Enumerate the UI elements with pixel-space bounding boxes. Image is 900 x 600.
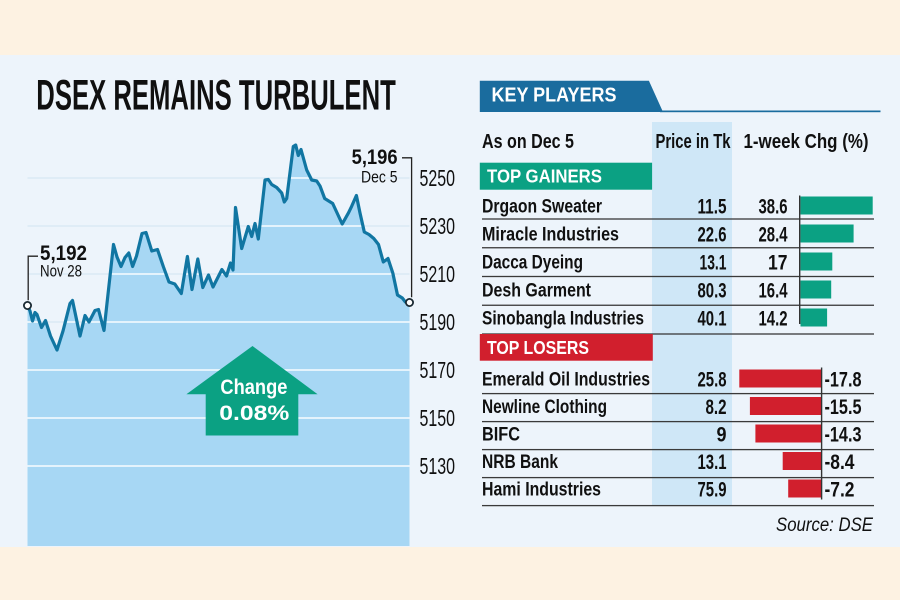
svg-text:KEY PLAYERS: KEY PLAYERS [492,85,617,107]
svg-text:16.4: 16.4 [759,278,788,302]
svg-text:14.2: 14.2 [759,306,788,330]
svg-text:0.08%: 0.08% [219,402,289,425]
svg-text:80.3: 80.3 [698,278,727,302]
svg-text:DSEX REMAINS TURBULENT: DSEX REMAINS TURBULENT [36,73,396,120]
svg-text:Miracle Industries: Miracle Industries [482,224,619,246]
svg-text:28.4: 28.4 [759,222,788,246]
svg-text:Price in Tk: Price in Tk [656,131,732,153]
svg-text:1-week Chg (%): 1-week Chg (%) [744,131,869,153]
svg-text:40.1: 40.1 [698,306,727,330]
svg-text:Change: Change [220,376,287,399]
svg-text:Dacca Dyeing: Dacca Dyeing [482,252,583,274]
svg-text:8.2: 8.2 [706,395,727,419]
svg-text:NRB Bank: NRB Bank [482,451,558,473]
svg-text:5170: 5170 [420,357,456,383]
svg-text:-15.5: -15.5 [825,395,862,419]
svg-text:38.6: 38.6 [759,194,788,218]
svg-text:5210: 5210 [420,261,456,287]
svg-text:Drgaon Sweater: Drgaon Sweater [482,196,602,218]
svg-text:5190: 5190 [420,309,456,335]
svg-text:-8.4: -8.4 [825,450,855,474]
svg-text:BIFC: BIFC [482,424,520,446]
svg-text:Newline Clothing: Newline Clothing [482,396,607,418]
svg-text:TOP LOSERS: TOP LOSERS [487,338,589,358]
svg-text:5,192: 5,192 [40,242,87,265]
svg-text:-14.3: -14.3 [825,422,862,446]
svg-text:Sinobangla Industries: Sinobangla Industries [482,308,644,330]
svg-text:5230: 5230 [420,213,456,239]
svg-text:5250: 5250 [420,165,456,191]
svg-text:Dec 5: Dec 5 [361,168,398,187]
svg-text:Nov 28: Nov 28 [40,262,82,281]
svg-text:Source: DSE: Source: DSE [776,515,873,536]
svg-text:TOP GAINERS: TOP GAINERS [487,167,602,187]
svg-text:5150: 5150 [420,405,456,431]
svg-text:13.1: 13.1 [700,250,727,274]
svg-text:Desh Garment: Desh Garment [482,280,591,302]
svg-text:17: 17 [768,250,788,274]
svg-text:25.8: 25.8 [698,367,727,391]
svg-text:11.5: 11.5 [698,194,727,218]
svg-text:75.9: 75.9 [698,477,727,501]
svg-text:Emerald Oil Industries: Emerald Oil Industries [482,369,650,391]
svg-text:5130: 5130 [420,453,456,479]
svg-text:22.6: 22.6 [698,222,727,246]
svg-text:13.1: 13.1 [698,450,727,474]
svg-text:9: 9 [717,422,727,446]
svg-text:Hami Industries: Hami Industries [482,479,601,501]
svg-text:-7.2: -7.2 [825,477,855,501]
svg-text:As on Dec 5: As on Dec 5 [482,131,574,153]
svg-text:-17.8: -17.8 [825,367,862,391]
svg-text:5,196: 5,196 [352,146,398,169]
